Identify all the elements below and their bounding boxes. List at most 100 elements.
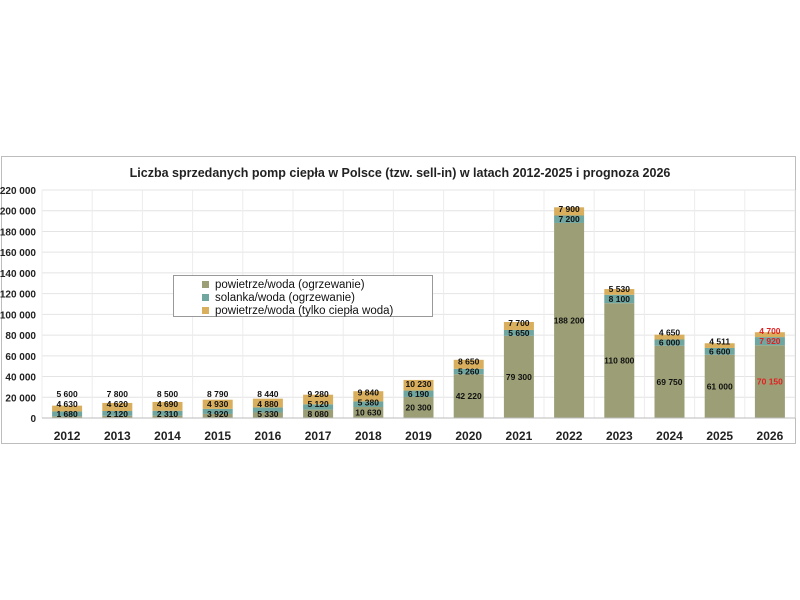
bar-segment <box>52 405 83 412</box>
x-tick-label: 2012 <box>54 429 81 443</box>
x-tick-label: 2018 <box>355 429 382 443</box>
data-label: 8 100 <box>609 294 631 304</box>
legend-item: solanka/woda (ogrzewanie) <box>202 291 432 304</box>
legend-item: powietrze/woda (tylko ciepła woda) <box>202 304 432 317</box>
bar-segment <box>453 374 484 418</box>
bar-segment <box>654 339 685 346</box>
legend-label: powietrze/woda (ogrzewanie) <box>215 278 365 291</box>
bar-segment <box>503 321 534 330</box>
bar-segment <box>353 401 384 407</box>
bar-segment <box>252 412 283 418</box>
bar-segment <box>604 289 635 295</box>
data-label: 188 200 <box>554 315 585 325</box>
data-label: 10 630 <box>355 407 381 417</box>
x-tick-label: 2024 <box>656 429 683 443</box>
bar-segment <box>353 406 384 418</box>
bar-segment <box>52 416 83 418</box>
data-label: 6 600 <box>709 346 731 356</box>
data-label: 4 511 <box>709 336 730 346</box>
bar-segment <box>654 345 685 418</box>
y-tick-label: 60 000 <box>5 352 36 363</box>
data-label: 69 750 <box>657 377 683 387</box>
bar-segment <box>252 407 283 413</box>
data-label: 8 790 <box>207 389 229 399</box>
bar-segment <box>152 401 183 411</box>
x-tick-label: 2020 <box>455 429 482 443</box>
bar-segment <box>202 399 233 409</box>
x-tick-label: 2026 <box>757 429 784 443</box>
bar-segment <box>102 415 133 418</box>
bar-segment <box>52 411 83 417</box>
data-label: 4 930 <box>207 399 229 409</box>
y-tick-label: 220 000 <box>0 186 36 197</box>
legend-swatch <box>202 281 209 288</box>
bar-segment <box>403 396 434 418</box>
x-tick-label: 2017 <box>305 429 332 443</box>
data-label: 3 920 <box>207 409 229 419</box>
bar-segment <box>102 402 133 412</box>
data-label: 7 700 <box>508 318 530 328</box>
bar-segment <box>704 343 735 348</box>
data-label: 79 300 <box>506 372 532 382</box>
y-tick-label: 0 <box>30 414 36 425</box>
bar-segment <box>704 354 735 418</box>
data-label: 20 300 <box>406 402 432 412</box>
data-label: 6 190 <box>408 389 430 399</box>
data-label: 4 690 <box>157 399 179 409</box>
bar-segment <box>152 410 183 416</box>
bar-segment <box>303 409 334 418</box>
bar-segment <box>554 222 585 418</box>
data-label: 5 330 <box>257 409 279 419</box>
legend-label: solanka/woda (ogrzewanie) <box>215 291 355 304</box>
data-label: 1 680 <box>56 409 78 419</box>
data-label: 4 620 <box>107 399 129 409</box>
legend: powietrze/woda (ogrzewanie) solanka/woda… <box>173 275 433 317</box>
legend-swatch <box>202 294 209 301</box>
bar-segment <box>252 398 283 408</box>
data-label: 8 500 <box>157 389 179 399</box>
x-tick-label: 2025 <box>706 429 733 443</box>
y-tick-label: 80 000 <box>5 331 36 342</box>
data-label: 8 440 <box>257 389 279 399</box>
bar-segment <box>754 332 785 338</box>
x-tick-label: 2016 <box>255 429 282 443</box>
x-tick-label: 2013 <box>104 429 131 443</box>
data-label: 42 220 <box>456 391 482 401</box>
y-tick-label: 120 000 <box>0 290 36 301</box>
y-tick-label: 160 000 <box>0 248 36 259</box>
bar-segment <box>754 345 785 418</box>
bar-segment <box>554 207 585 216</box>
data-label: 7 800 <box>107 389 129 399</box>
data-label: 5 650 <box>508 328 530 338</box>
data-label: 61 000 <box>707 381 733 391</box>
bar-segment <box>303 404 334 410</box>
bar-segment <box>403 390 434 397</box>
data-label: 6 000 <box>659 338 681 348</box>
data-label: 5 260 <box>458 367 480 377</box>
data-label: 4 650 <box>659 328 681 338</box>
bar-segment <box>403 379 434 391</box>
bar-segment <box>654 334 685 340</box>
bar-segment <box>353 391 384 402</box>
data-label: 10 230 <box>406 379 432 389</box>
bar-segment <box>604 294 635 304</box>
data-label: 7 920 <box>759 336 781 346</box>
bar-segment <box>503 329 534 336</box>
legend-item: powietrze/woda (ogrzewanie) <box>202 278 432 291</box>
data-label: 7 200 <box>558 214 580 224</box>
x-tick-label: 2015 <box>204 429 231 443</box>
data-label: 7 900 <box>558 204 580 214</box>
y-tick-label: 20 000 <box>5 393 36 404</box>
chart-title: Liczba sprzedanych pomp ciepła w Polsce … <box>129 166 671 180</box>
data-label: 5 380 <box>358 397 380 407</box>
bar-segment <box>453 368 484 375</box>
data-label: 110 800 <box>604 356 635 366</box>
bar-segment <box>102 411 133 416</box>
x-tick-label: 2014 <box>154 429 181 443</box>
y-tick-label: 140 000 <box>0 269 36 280</box>
data-label: 5 120 <box>307 399 329 409</box>
x-tick-label: 2021 <box>506 429 533 443</box>
data-label: 8 080 <box>307 409 329 419</box>
y-tick-label: 40 000 <box>5 373 36 384</box>
